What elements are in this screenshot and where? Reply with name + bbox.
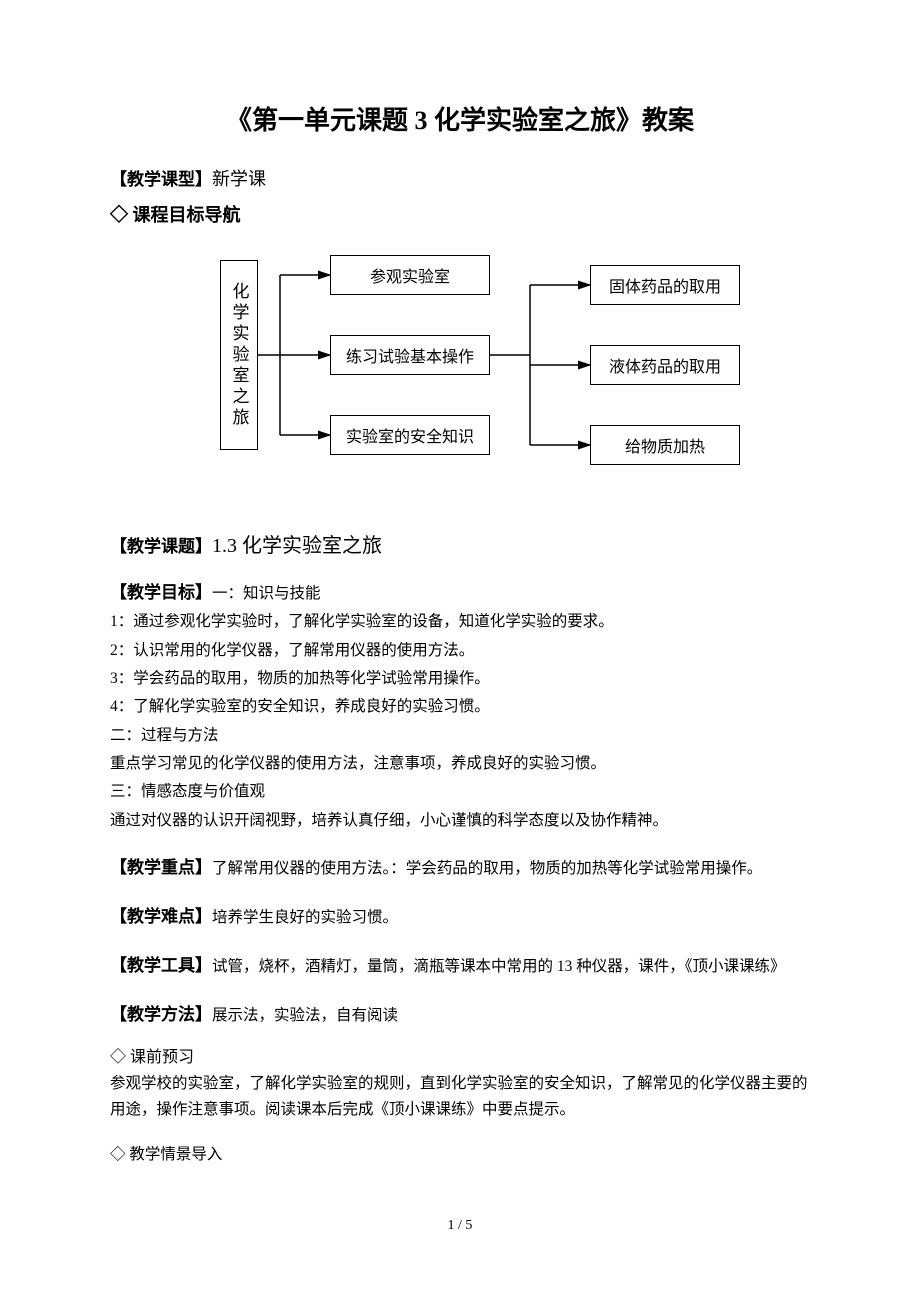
goal-label: 【教学目标】 (110, 583, 212, 602)
goal-item: 4：了解化学实验室的安全知识，养成良好的实验习惯。 (110, 694, 810, 720)
diagram-right-box: 液体药品的取用 (590, 345, 740, 385)
goal-text3: 通过对仪器的认识开阔视野，培养认真仔细，小心谨慎的科学态度以及协作精神。 (110, 808, 810, 834)
goal-nav-prefix: ◇ (110, 205, 128, 225)
prelearn-text: 参观学校的实验室，了解化学实验室的规则，直到化学实验室的安全知识，了解常见的化学… (110, 1071, 810, 1124)
diagram-mid-box: 练习试验基本操作 (330, 335, 490, 375)
scene-label: ◇ 教学情景导入 (110, 1142, 810, 1168)
difficulty-label: 【教学难点】 (110, 907, 212, 926)
goal-item: 3：学会药品的取用，物质的加热等化学试验常用操作。 (110, 666, 810, 692)
keypoint-text: 了解常用仪器的使用方法。：学会药品的取用，物质的加热等化学试验常用操作。 (212, 860, 762, 877)
lesson-type-value: 新学课 (212, 169, 266, 189)
keypoint-block: 【教学重点】了解常用仪器的使用方法。：学会药品的取用，物质的加热等化学试验常用操… (110, 854, 810, 883)
goal-section1: 一：知识与技能 (212, 585, 321, 602)
topic-label: 【教学课题】 (110, 537, 212, 556)
topic-block: 【教学课题】1.3 化学实验室之旅 (110, 529, 810, 558)
lesson-type-row: 【教学课型】新学课 (110, 165, 810, 191)
diagram-mid-box: 参观实验室 (330, 255, 490, 295)
page-title: 《第一单元课题 3 化学实验室之旅》教案 (110, 100, 810, 137)
goal-section3: 三：情感态度与价值观 (110, 779, 810, 805)
goal-nav-label: 课程目标导航 (133, 205, 241, 225)
difficulty-text: 培养学生良好的实验习惯。 (212, 909, 398, 926)
lesson-type-label: 【教学课型】 (110, 170, 212, 189)
goal-block: 【教学目标】一：知识与技能 1：通过参观化学实验时，了解化学实验室的设备，知道化… (110, 578, 810, 834)
difficulty-block: 【教学难点】培养学生良好的实验习惯。 (110, 903, 810, 932)
method-label: 【教学方法】 (110, 1005, 212, 1024)
goal-nav-row: ◇ 课程目标导航 (110, 201, 810, 227)
prelearn-label: ◇ 课前预习 (110, 1044, 810, 1071)
goal-section2: 二：过程与方法 (110, 723, 810, 749)
concept-diagram: 化学实验室之旅 参观实验室 练习试验基本操作 实验室的安全知识 固体药品的取用 … (220, 245, 780, 485)
tools-label: 【教学工具】 (110, 956, 212, 975)
diagram-root-box: 化学实验室之旅 (220, 260, 258, 450)
goal-text2: 重点学习常见的化学仪器的使用方法，注意事项，养成良好的实验习惯。 (110, 751, 810, 777)
diagram-right-box: 固体药品的取用 (590, 265, 740, 305)
diagram-right-box: 给物质加热 (590, 425, 740, 465)
tools-text: 试管，烧杯，酒精灯，量筒，滴瓶等课本中常用的 13 种仪器，课件，《顶小课课练》 (212, 958, 786, 975)
goal-item: 1：通过参观化学实验时，了解化学实验室的设备，知道化学实验的要求。 (110, 609, 810, 635)
page-number: 1 / 5 (110, 1218, 810, 1234)
tools-block: 【教学工具】试管，烧杯，酒精灯，量筒，滴瓶等课本中常用的 13 种仪器，课件，《… (110, 952, 810, 981)
goal-item: 2：认识常用的化学仪器，了解常用仪器的使用方法。 (110, 638, 810, 664)
method-block: 【教学方法】展示法，实验法，自有阅读 (110, 1001, 810, 1030)
keypoint-label: 【教学重点】 (110, 858, 212, 877)
topic-value: 1.3 化学实验室之旅 (212, 535, 382, 557)
diagram-root-text: 化学实验室之旅 (227, 282, 252, 429)
diagram-mid-box: 实验室的安全知识 (330, 415, 490, 455)
method-text: 展示法，实验法，自有阅读 (212, 1007, 398, 1024)
